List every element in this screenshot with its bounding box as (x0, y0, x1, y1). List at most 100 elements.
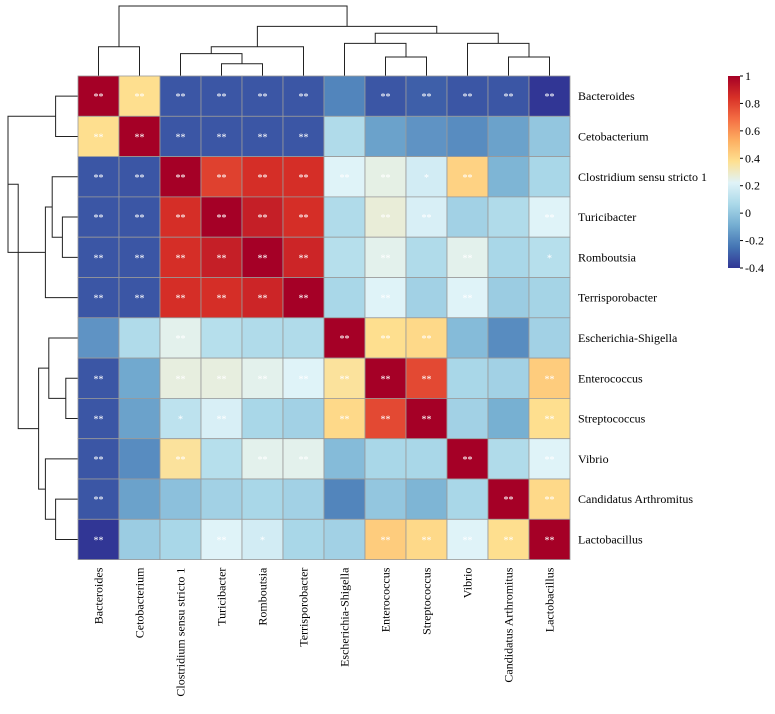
heatmap-cell (528, 518, 571, 560)
significance-mark: ** (463, 92, 473, 103)
heatmap-cell (528, 397, 571, 440)
heatmap-cell (528, 156, 571, 198)
significance-mark: ** (340, 415, 350, 426)
heatmap-cell (528, 196, 571, 238)
column-label: Cetobacterium (133, 567, 147, 638)
heatmap-cell (405, 478, 448, 520)
heatmap-cell (446, 196, 489, 238)
heatmap-cell (159, 277, 202, 319)
heatmap-cell (446, 478, 489, 520)
significance-mark: ** (176, 253, 186, 264)
significance-mark: ** (504, 495, 514, 506)
significance-mark: ** (94, 213, 104, 224)
dendrogram-branch (48, 337, 78, 399)
significance-mark: ** (176, 92, 186, 103)
dendrogram-branch (98, 46, 140, 76)
significance-mark: ** (258, 374, 268, 385)
row-label: Cetobacterium (578, 129, 649, 143)
significance-mark: ** (340, 334, 350, 345)
heatmap-cell (118, 317, 161, 359)
significance-mark: ** (176, 455, 186, 466)
heatmap-cell (282, 277, 325, 319)
significance-mark: ** (299, 455, 309, 466)
significance-mark: ** (463, 535, 473, 546)
colorbar-tick-label: -0.2 (745, 234, 764, 248)
heatmap-cell (487, 478, 530, 520)
dendrogram-branch (8, 183, 39, 430)
heatmap-cell (364, 277, 407, 319)
row-dendrogram (7, 95, 78, 540)
row-label: Lactobacillus (578, 532, 643, 546)
significance-mark: ** (504, 92, 514, 103)
heatmap-cell (528, 115, 571, 158)
significance-mark: ** (94, 132, 104, 143)
dendrogram-branch (210, 46, 304, 76)
dendrogram-branch (55, 95, 78, 137)
heatmap-cell (528, 438, 571, 480)
heatmap-cell (241, 236, 284, 278)
significance-mark: ** (381, 173, 391, 184)
significance-mark: ** (217, 253, 227, 264)
column-label: Clostridium sensu stricto 1 (174, 568, 188, 697)
row-label: Bacteroides (578, 89, 635, 103)
heatmap-cell (528, 277, 571, 319)
heatmap-cell (200, 115, 243, 158)
heatmap-cell (446, 397, 489, 440)
significance-mark: ** (381, 535, 391, 546)
dendrogram-branch (55, 498, 78, 540)
heatmap-cell (241, 115, 284, 158)
significance-mark: ** (422, 415, 432, 426)
heatmap-cell (159, 478, 202, 520)
significance-mark: ** (176, 294, 186, 305)
heatmap-cell (118, 438, 161, 480)
significance-mark: ** (135, 132, 145, 143)
significance-mark: * (260, 535, 265, 546)
dendrogram-branch (44, 458, 78, 520)
significance-mark: ** (258, 455, 268, 466)
heatmap-cell (405, 397, 448, 440)
heatmap-cell (77, 478, 120, 520)
heatmap-cell (446, 438, 489, 480)
heatmap-cell (200, 357, 243, 399)
heatmap-cell (118, 357, 161, 399)
significance-mark: ** (381, 294, 391, 305)
significance-mark: * (178, 415, 183, 426)
heatmap-cell (405, 518, 448, 560)
significance-mark: ** (545, 455, 555, 466)
significance-mark: ** (217, 173, 227, 184)
heatmap-cell (118, 236, 161, 278)
heatmap-cell (200, 438, 243, 480)
heatmap-cell (200, 317, 243, 359)
significance-mark: ** (94, 294, 104, 305)
column-label: Streptococcus (420, 567, 434, 635)
dendrogram-branch (118, 5, 348, 47)
row-label: Candidatus Arthromitus (578, 492, 693, 506)
significance-mark: ** (94, 253, 104, 264)
heatmap-cell (323, 196, 366, 238)
colorbar-tick-label: 0.8 (745, 96, 760, 110)
significance-mark: ** (463, 173, 473, 184)
heatmap-cell (487, 196, 530, 238)
significance-mark: ** (422, 334, 432, 345)
significance-mark: ** (176, 374, 186, 385)
significance-mark: ** (545, 535, 555, 546)
heatmap-cell (487, 277, 530, 319)
heatmap-cell (282, 478, 325, 520)
significance-mark: ** (545, 92, 555, 103)
colorbar-gradient (728, 76, 740, 268)
significance-mark: ** (135, 253, 145, 264)
row-label: Clostridium sensu stricto 1 (578, 170, 707, 184)
significance-mark: ** (299, 173, 309, 184)
heatmap-cell (159, 518, 202, 560)
row-label: Vibrio (578, 452, 609, 466)
heatmap-cell (446, 236, 489, 278)
significance-mark: ** (299, 213, 309, 224)
significance-mark: ** (299, 294, 309, 305)
column-dendrogram (98, 5, 550, 76)
significance-mark: ** (381, 213, 391, 224)
heatmap-cell (405, 156, 448, 198)
significance-mark: ** (422, 374, 432, 385)
heatmap-cell (241, 397, 284, 440)
significance-mark: ** (94, 455, 104, 466)
significance-mark: ** (422, 92, 432, 103)
